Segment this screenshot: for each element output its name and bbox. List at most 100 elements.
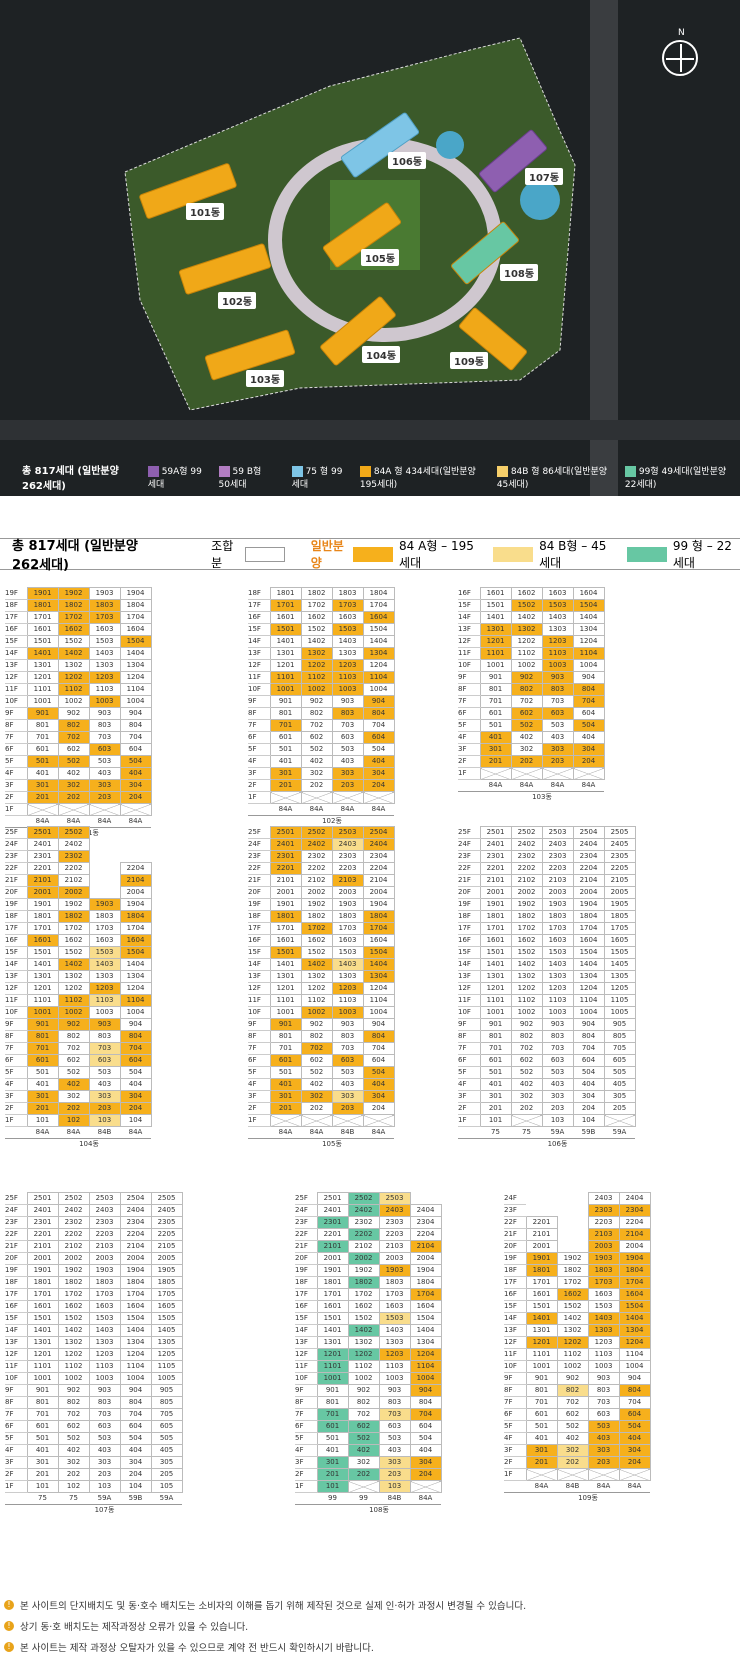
unit-cell: 304	[362, 767, 395, 780]
unit-cell: 1803	[587, 1264, 620, 1277]
unit-cell: 502	[556, 1420, 589, 1433]
unit-cell: 701	[26, 731, 59, 744]
building-label: 107동	[525, 168, 564, 185]
unit-cell: 602	[347, 1420, 380, 1433]
unit-cell	[572, 767, 605, 780]
unit-cell: 902	[510, 671, 543, 684]
unit-cell: 705	[603, 1042, 636, 1055]
unit-cell: 2403	[88, 1204, 121, 1217]
unit-type: 99	[359, 1494, 368, 1502]
unit-cell: 503	[378, 1432, 411, 1445]
unit-cell: 1001	[479, 1006, 512, 1019]
unit-cell: 1504	[572, 946, 605, 959]
unit-cell: 2304	[618, 1204, 651, 1217]
unit-type: 84A	[128, 817, 143, 825]
unit-cell: 603	[587, 1408, 620, 1421]
unit-cell	[525, 1468, 558, 1481]
unit-cell: 1504	[119, 635, 152, 648]
unit-cell: 2304	[362, 850, 395, 863]
floor-label: 4F	[504, 1432, 526, 1445]
unit-cell: 2402	[347, 1204, 380, 1217]
floor-label: 2F	[458, 755, 480, 768]
b84-swatch	[493, 546, 534, 562]
unit-cell: 1403	[88, 647, 121, 660]
unit-cell: 1801	[269, 910, 302, 923]
floor-label: 2F	[458, 1102, 480, 1115]
unit-cell: 1702	[300, 599, 333, 612]
floor-label: 3F	[295, 1456, 317, 1469]
floor-label: 15F	[295, 1312, 317, 1325]
unit-cell: 401	[26, 1078, 59, 1091]
unit-cell: 402	[510, 731, 543, 744]
floor-label: 19F	[458, 898, 480, 911]
unit-cell: 1403	[587, 1312, 620, 1325]
floor-label: 5F	[5, 1432, 27, 1445]
floor-label: 17F	[295, 1288, 317, 1301]
unit-cell: 701	[479, 1042, 512, 1055]
unit-cell: 201	[525, 1456, 558, 1469]
unit-cell: 402	[57, 767, 90, 780]
unit-cell: 104	[119, 1480, 152, 1493]
unit-cell: 803	[88, 719, 121, 732]
unit-cell: 1603	[88, 934, 121, 947]
unit-cell: 302	[57, 1456, 90, 1469]
floor-label: 8F	[504, 1384, 526, 1397]
unit-cell: 1204	[362, 982, 395, 995]
unit-cell: 1903	[378, 1264, 411, 1277]
unit-cell: 101	[479, 1114, 512, 1127]
unit-cell: 1205	[603, 982, 636, 995]
floor-label: 21F	[458, 874, 480, 887]
unit-cell: 1404	[119, 647, 152, 660]
unit-cell: 602	[57, 743, 90, 756]
unit-cell: 804	[618, 1384, 651, 1397]
floor-label: 14F	[248, 958, 270, 971]
floor-label: 3F	[5, 1456, 27, 1469]
floor-label: 7F	[458, 1042, 480, 1055]
floor-label: 18F	[248, 910, 270, 923]
unit-cell: 1904	[618, 1252, 651, 1265]
unit-cell: 2303	[378, 1216, 411, 1229]
unit-cell: 1901	[26, 898, 59, 911]
unit-cell: 2303	[587, 1204, 620, 1217]
unit-cell: 1404	[119, 1324, 152, 1337]
floor-label: 23F	[458, 850, 480, 863]
unit-cell: 2101	[26, 1240, 59, 1253]
unit-type: 84A	[488, 781, 503, 789]
unit-cell: 1401	[316, 1324, 349, 1337]
unit-cell: 705	[150, 1408, 183, 1421]
unit-cell: 1401	[269, 635, 302, 648]
unit-cell: 804	[119, 1396, 152, 1409]
unit-cell: 1604	[119, 1300, 152, 1313]
unit-cell: 803	[331, 1030, 364, 1043]
unit-cell: 2004	[409, 1252, 442, 1265]
unit-cell: 502	[347, 1432, 380, 1445]
unit-cell: 1904	[119, 1264, 152, 1277]
unit-cell: 2503	[331, 826, 364, 839]
unit-cell: 1801	[316, 1276, 349, 1289]
unit-cell: 2403	[541, 838, 574, 851]
unit-cell: 702	[57, 1408, 90, 1421]
unit-cell: 2401	[316, 1204, 349, 1217]
unit-cell: 402	[347, 1444, 380, 1457]
unit-cell: 103	[88, 1114, 121, 1127]
unit-cell: 1404	[618, 1312, 651, 1325]
unit-cell	[331, 791, 364, 804]
unit-cell: 1202	[57, 1348, 90, 1361]
unit-cell: 703	[88, 1408, 121, 1421]
unit-cell: 903	[88, 1384, 121, 1397]
unit-cell: 901	[479, 1018, 512, 1031]
unit-cell: 1303	[88, 970, 121, 983]
unit-cell: 601	[26, 1420, 59, 1433]
unit-cell: 1004	[572, 1006, 605, 1019]
floor-label: 6F	[295, 1420, 317, 1433]
unit-cell: 1204	[362, 659, 395, 672]
floor-label: 22F	[295, 1228, 317, 1241]
unit-cell: 1203	[331, 982, 364, 995]
unit-cell: 1702	[510, 922, 543, 935]
note: ! 본 사이트의 단지배치도 및 동·호수 배치도는 소비자의 이해를 돕기 위해…	[4, 1598, 526, 1612]
unit-cell: 1904	[409, 1264, 442, 1277]
unit-cell	[557, 1217, 588, 1229]
floor-label: 6F	[5, 1054, 27, 1067]
unit-cell	[300, 1114, 333, 1127]
unit-cell: 1604	[119, 934, 152, 947]
